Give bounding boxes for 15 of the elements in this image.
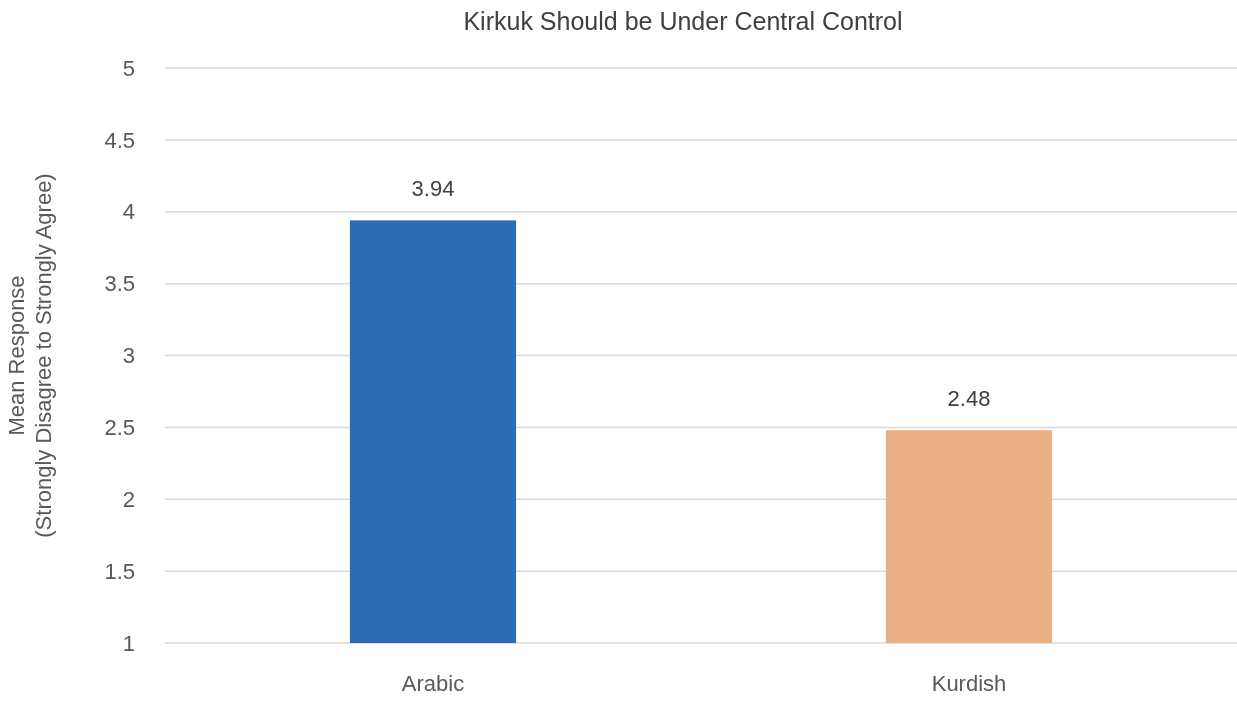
data-label: 2.48 [947,386,991,412]
y-tick-label: 5 [122,55,135,81]
x-tick-label: Kurdish [931,671,1007,696]
y-tick-label: 4.5 [104,127,135,153]
y-axis-title: Mean Response (Strongly Disagree to Strongly Agree) [3,173,56,538]
y-tick-label: 3.5 [104,271,135,297]
x-tick-label: Arabic [401,671,465,696]
chart-title: Kirkuk Should be Under Central Control [463,7,903,35]
y-tick-label: 2 [122,486,135,512]
data-label: 3.94 [411,176,455,202]
y-tick-label: 1.5 [104,558,135,584]
y-tick-label: 2.5 [104,415,135,441]
y-tick-label: 1 [122,630,135,656]
y-tick-label: 4 [122,199,135,225]
y-tick-label: 3 [122,343,135,369]
